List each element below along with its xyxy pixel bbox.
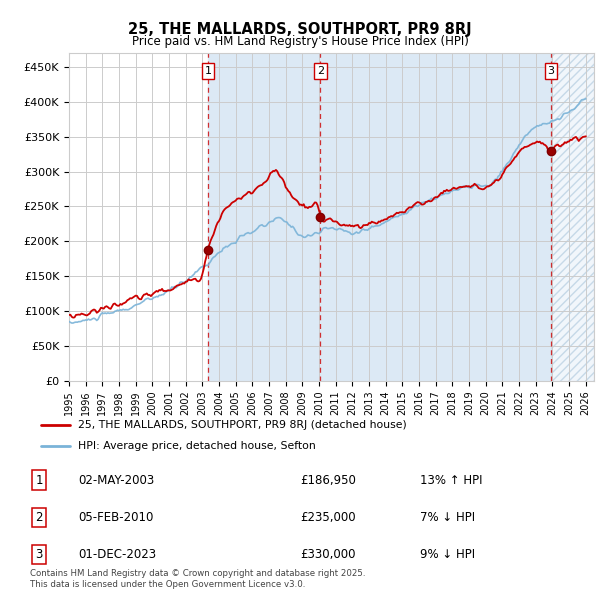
Text: 7% ↓ HPI: 7% ↓ HPI bbox=[420, 511, 475, 524]
Text: 9% ↓ HPI: 9% ↓ HPI bbox=[420, 548, 475, 561]
Text: £235,000: £235,000 bbox=[300, 511, 356, 524]
Text: 2: 2 bbox=[317, 66, 324, 76]
Text: £330,000: £330,000 bbox=[300, 548, 355, 561]
Text: 25, THE MALLARDS, SOUTHPORT, PR9 8RJ (detached house): 25, THE MALLARDS, SOUTHPORT, PR9 8RJ (de… bbox=[77, 420, 406, 430]
Text: £186,950: £186,950 bbox=[300, 474, 356, 487]
Text: 13% ↑ HPI: 13% ↑ HPI bbox=[420, 474, 482, 487]
Bar bbox=[551, 53, 594, 381]
Bar bbox=[208, 53, 320, 381]
Text: HPI: Average price, detached house, Sefton: HPI: Average price, detached house, Seft… bbox=[77, 441, 315, 451]
Text: 1: 1 bbox=[205, 66, 211, 76]
Text: 01-DEC-2023: 01-DEC-2023 bbox=[78, 548, 156, 561]
Text: Price paid vs. HM Land Registry's House Price Index (HPI): Price paid vs. HM Land Registry's House … bbox=[131, 35, 469, 48]
Bar bbox=[320, 53, 551, 381]
Text: 05-FEB-2010: 05-FEB-2010 bbox=[78, 511, 154, 524]
Text: 2: 2 bbox=[35, 511, 43, 524]
Text: 1: 1 bbox=[35, 474, 43, 487]
Text: 02-MAY-2003: 02-MAY-2003 bbox=[78, 474, 154, 487]
Text: 25, THE MALLARDS, SOUTHPORT, PR9 8RJ: 25, THE MALLARDS, SOUTHPORT, PR9 8RJ bbox=[128, 22, 472, 37]
Text: 3: 3 bbox=[35, 548, 43, 561]
Text: 3: 3 bbox=[548, 66, 554, 76]
Bar bbox=[551, 53, 594, 381]
Text: Contains HM Land Registry data © Crown copyright and database right 2025.
This d: Contains HM Land Registry data © Crown c… bbox=[30, 569, 365, 589]
